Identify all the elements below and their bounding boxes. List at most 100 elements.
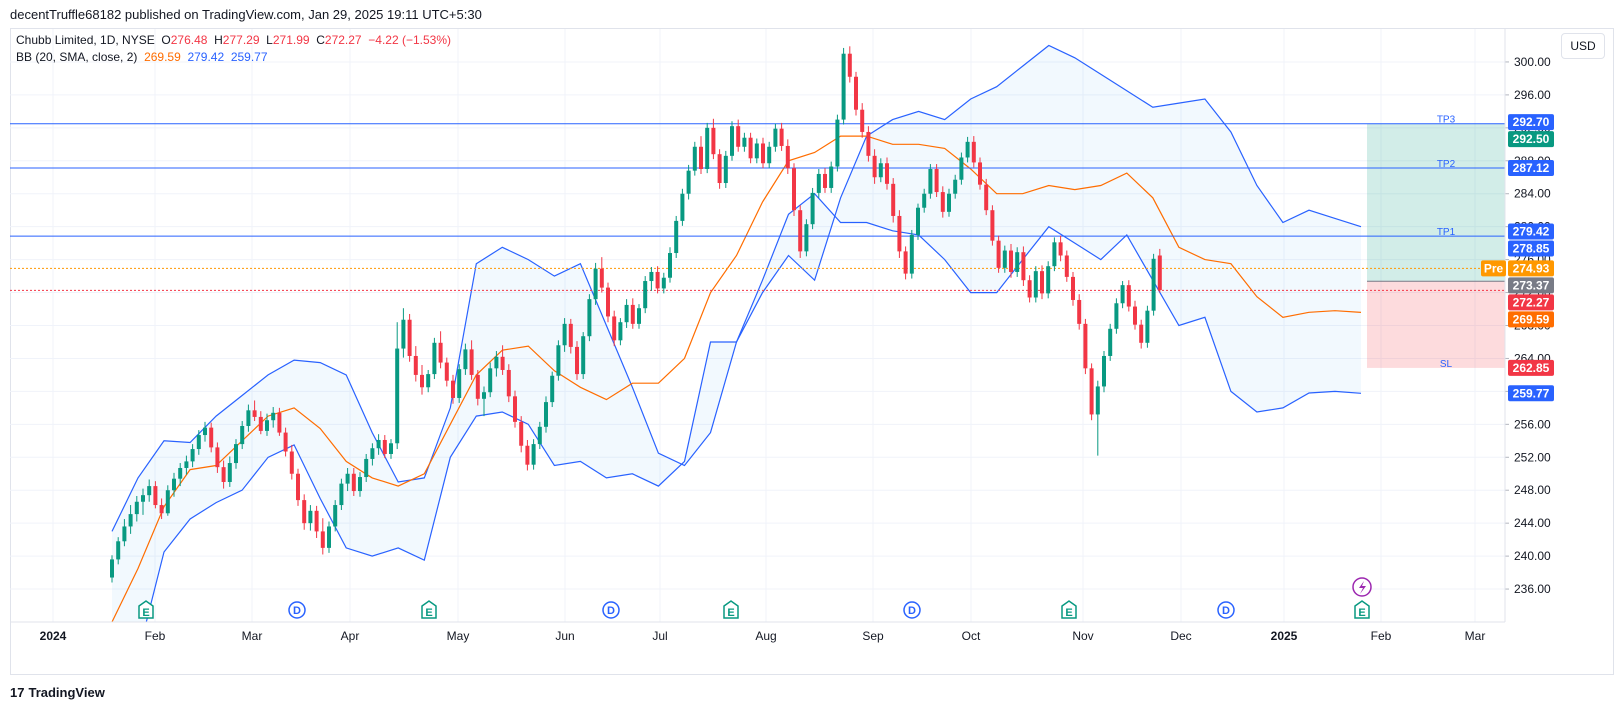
tradingview-footer[interactable]: 17 TradingView [10, 685, 105, 700]
candle-body [668, 253, 672, 278]
price-badge-label: 278.85 [1513, 241, 1550, 255]
candle-body [1145, 310, 1150, 343]
price-badge [1508, 277, 1554, 294]
dividend-icon-letter: D [1222, 605, 1230, 617]
price-badge-label: 287.12 [1513, 161, 1550, 175]
candle-body [730, 126, 734, 156]
candle-body [116, 541, 121, 560]
dividend-icon [602, 601, 620, 619]
earnings-icon-letter: E [425, 607, 432, 619]
candle-body [978, 162, 982, 185]
candle-body [544, 402, 548, 427]
candle-body [407, 319, 412, 356]
candle-body [488, 368, 493, 393]
candle-body [717, 154, 722, 184]
y-tick-label: 252.00 [1514, 450, 1551, 464]
symbol-legend: Chubb Limited, 1D, NYSE O276.48 H277.29 … [16, 33, 451, 47]
candle-body [835, 119, 840, 167]
candle-body [1046, 266, 1051, 294]
candle-body [649, 271, 654, 282]
candle-body [897, 215, 902, 252]
bb-label[interactable]: BB (20, SMA, close, 2) [16, 50, 138, 64]
candle-body [705, 127, 710, 170]
candle-body [1064, 255, 1069, 277]
earnings-icon [1061, 600, 1077, 619]
candle-body [1052, 242, 1057, 267]
candle-body [494, 356, 499, 369]
price-badge-label: 269.59 [1513, 312, 1550, 326]
chart-panel[interactable] [10, 28, 1614, 675]
bb-legend: BB (20, SMA, close, 2) 269.59 279.42 259… [16, 50, 268, 64]
currency-button[interactable]: USD [1561, 33, 1605, 59]
high-value: 277.29 [222, 33, 260, 47]
candle-body [302, 500, 307, 524]
loss-zone [1367, 281, 1505, 368]
x-tick-label: Sep [862, 629, 884, 643]
candle-body [940, 192, 945, 212]
x-tick-label: Feb [145, 629, 166, 643]
price-badge-label: 279.42 [1513, 224, 1550, 238]
earnings-icon [138, 600, 154, 619]
candle-body [351, 473, 356, 492]
x-tick-label: Dec [1170, 629, 1191, 643]
candle-body [630, 304, 635, 324]
candle-body [1089, 368, 1094, 415]
price-badge [1508, 131, 1554, 148]
candle-body [339, 483, 344, 506]
y-tick-label: 244.00 [1514, 516, 1551, 530]
low-label: L [266, 33, 273, 47]
symbol-title[interactable]: Chubb Limited, 1D, NYSE [16, 33, 155, 47]
candle-body [475, 374, 480, 399]
price-badge-label: 274.93 [1513, 261, 1550, 275]
candle-body [1071, 276, 1075, 300]
candle-body [333, 505, 338, 527]
candle-body [860, 109, 865, 132]
dividend-icon [903, 601, 921, 619]
candle-body [779, 128, 784, 146]
candle-body [922, 193, 927, 208]
candle-body [252, 410, 257, 417]
price-badge [1508, 114, 1554, 131]
candle-body [296, 473, 300, 501]
candle-body [1002, 250, 1007, 268]
candle-body [314, 510, 319, 532]
bb-upper-value: 279.42 [187, 50, 225, 64]
candle-body [854, 76, 858, 110]
candle-body [147, 486, 152, 496]
candle-body [736, 126, 741, 147]
candle-body [1083, 323, 1088, 369]
candle-body [798, 210, 803, 252]
candle-body [829, 166, 834, 188]
candle-body [606, 287, 610, 317]
candle-body [872, 155, 877, 178]
candle-body [618, 322, 623, 341]
x-tick-label: Apr [341, 629, 360, 643]
candle-body [1077, 299, 1082, 324]
price-badge-label: 292.70 [1513, 115, 1550, 129]
candle-body [661, 277, 666, 289]
candle-body [432, 342, 437, 375]
candle-body [1095, 386, 1100, 415]
candle-body [1120, 285, 1125, 304]
candle-body [258, 416, 263, 431]
bb-lower-value: 259.77 [230, 50, 268, 64]
bb-basis-line [111, 135, 1362, 622]
candle-body [581, 336, 586, 375]
candle-body [878, 163, 883, 178]
candle-body [575, 346, 579, 375]
bb-band-fill [112, 45, 1361, 622]
candle-body [172, 478, 176, 491]
candle-body [593, 268, 598, 300]
candle-body [463, 349, 468, 370]
candle-body [376, 439, 381, 449]
candle-body [271, 412, 276, 421]
candle-body [289, 451, 294, 474]
candle-body [370, 448, 375, 459]
candle-body [699, 146, 703, 170]
candle-body [426, 374, 431, 388]
candle-body [234, 444, 238, 464]
candle-body [382, 439, 387, 454]
level-label-tp2: TP2 [1437, 159, 1456, 170]
candle-body [500, 356, 505, 370]
